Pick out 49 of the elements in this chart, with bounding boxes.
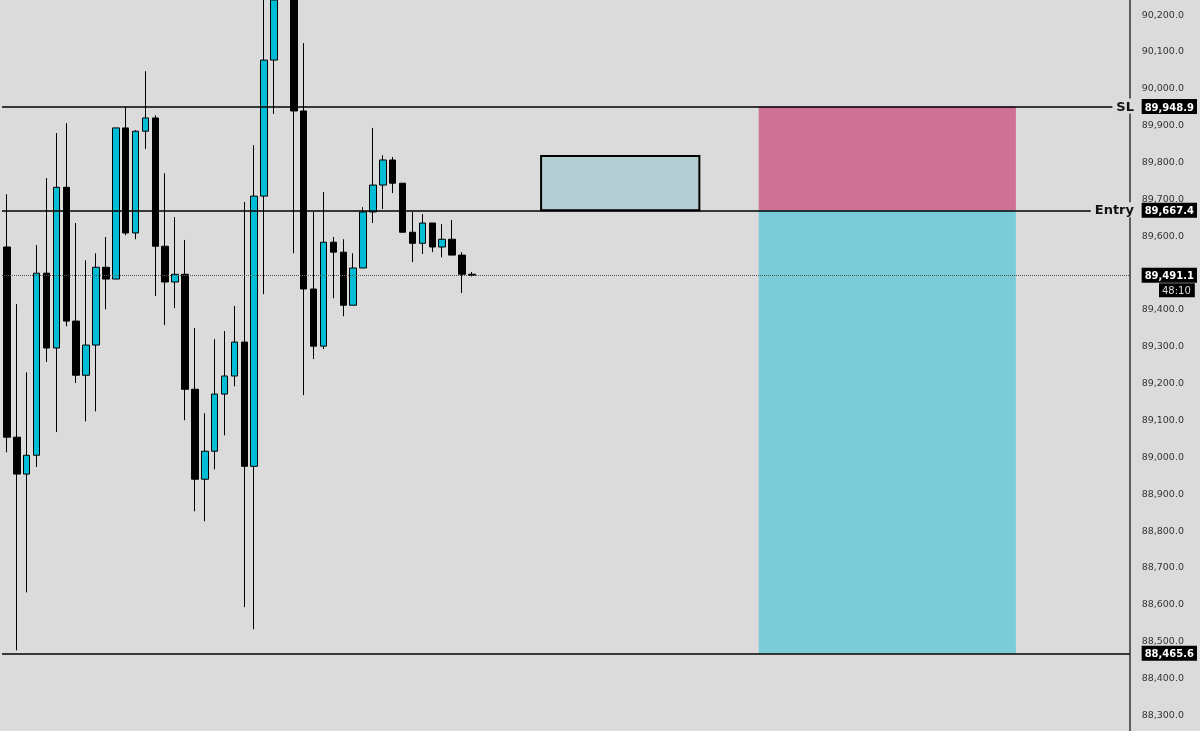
candlestick bbox=[33, 244, 40, 468]
y-tick-label: 88,500.0 bbox=[1141, 635, 1184, 647]
candlestick bbox=[419, 213, 426, 255]
y-tick-label: 88,300.0 bbox=[1141, 708, 1184, 720]
candlestick bbox=[340, 238, 347, 317]
candlestick bbox=[102, 236, 110, 310]
candlestick bbox=[438, 223, 446, 258]
y-tick-label: 88,800.0 bbox=[1141, 524, 1184, 536]
y-tick-label: 89,948.9 bbox=[1144, 101, 1195, 113]
text: 48:10 bbox=[1162, 284, 1191, 296]
y-tick-label: 89,100.0 bbox=[1141, 414, 1184, 425]
candlestick bbox=[349, 252, 357, 306]
candlestick bbox=[181, 239, 189, 421]
candlestick bbox=[448, 219, 456, 256]
candlestick bbox=[389, 156, 396, 194]
candlestick bbox=[221, 330, 228, 436]
candlestick bbox=[72, 222, 80, 384]
candlestick bbox=[231, 305, 238, 387]
y-tick-label: 89,800.0 bbox=[1141, 155, 1184, 167]
y-tick-label: 90,100.0 bbox=[1141, 45, 1184, 57]
candlestick bbox=[92, 252, 100, 412]
y-tick-label: 89,900.0 bbox=[1141, 119, 1184, 131]
y-tick-label: 88,900.0 bbox=[1141, 487, 1184, 499]
y-tick-label: 89,200.0 bbox=[1141, 377, 1184, 389]
candlestick bbox=[429, 222, 436, 253]
y-tick-label: 88,600.0 bbox=[1141, 598, 1184, 610]
y-tick-label: 89,491.1 bbox=[1144, 270, 1195, 282]
y-tick-label: 89,600.0 bbox=[1141, 229, 1184, 241]
candlestick bbox=[211, 338, 218, 470]
y-tick-label: 90,000.0 bbox=[1141, 82, 1184, 94]
candlestick bbox=[201, 412, 209, 522]
y-tick-label: 89,000.0 bbox=[1141, 450, 1184, 462]
candlestick bbox=[171, 216, 179, 309]
candlestick bbox=[330, 236, 337, 299]
candlestick bbox=[82, 259, 90, 422]
candlestick bbox=[191, 327, 199, 512]
y-tick-label: 89,300.0 bbox=[1141, 340, 1184, 352]
y-tick-label: 88,700.0 bbox=[1141, 561, 1184, 573]
y-tick-label: 89,667.4 bbox=[1144, 205, 1195, 217]
y-tick-label: 90,200.0 bbox=[1141, 8, 1184, 20]
y-tick-label: 88,465.6 bbox=[1144, 648, 1195, 660]
y-tick-label: 88,400.0 bbox=[1141, 672, 1184, 684]
ref-line-label: Entry bbox=[1094, 202, 1135, 218]
candlestick bbox=[458, 251, 466, 294]
candlestick bbox=[13, 303, 21, 651]
y-tick-label: 89,400.0 bbox=[1141, 303, 1184, 315]
candlestick bbox=[23, 371, 30, 593]
y-tick-label: 89,700.0 bbox=[1141, 192, 1184, 204]
ref-line-label: SL bbox=[1116, 98, 1135, 114]
